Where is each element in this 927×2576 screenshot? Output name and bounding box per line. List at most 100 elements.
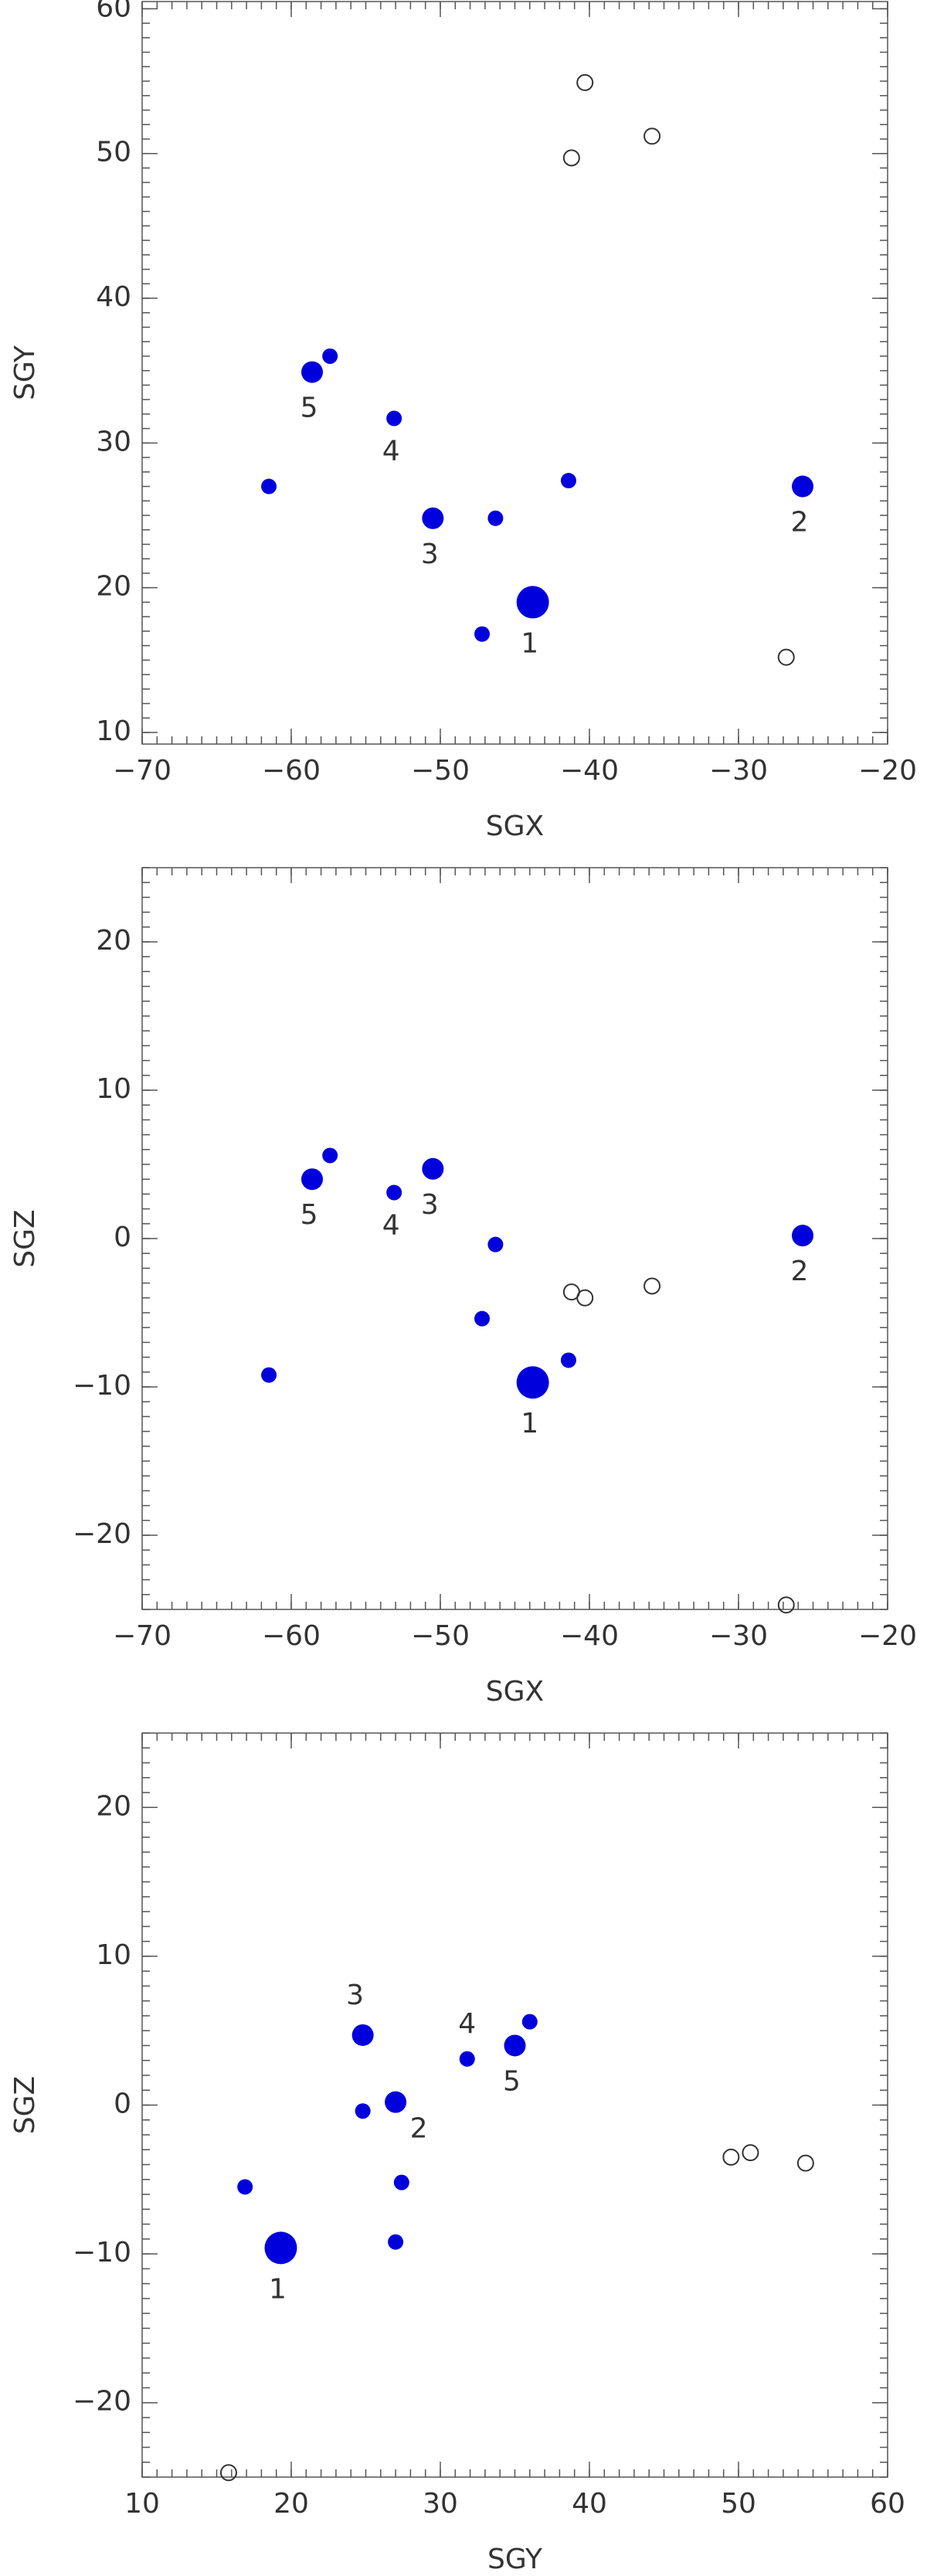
point-label: 3 xyxy=(421,1189,439,1221)
point xyxy=(385,2091,407,2113)
open-point xyxy=(576,73,594,91)
y-tick-label: 20 xyxy=(96,925,131,957)
y-tick-label: 40 xyxy=(96,281,131,313)
point-label: 2 xyxy=(791,1256,809,1287)
point xyxy=(386,410,402,427)
x-axis-label: SGX xyxy=(486,811,544,842)
x-tick-label: 30 xyxy=(423,2488,458,2520)
x-tick-label: −50 xyxy=(411,755,470,787)
y-tick-label: 20 xyxy=(96,1790,131,1822)
point xyxy=(791,1225,813,1247)
open-point xyxy=(643,1277,661,1295)
y-axis-label: SGZ xyxy=(9,1209,41,1267)
x-tick-label: −70 xyxy=(113,1620,171,1652)
open-point xyxy=(722,2148,740,2166)
point xyxy=(422,1157,444,1180)
y-tick-label: 10 xyxy=(96,1073,131,1105)
open-point xyxy=(219,2464,237,2482)
x-tick-label: −40 xyxy=(560,1620,619,1652)
x-axis-label: SGY xyxy=(487,2544,543,2575)
open-point xyxy=(742,2144,759,2162)
y-tick-label: −10 xyxy=(73,1370,131,1402)
point xyxy=(791,475,813,498)
point xyxy=(560,473,576,489)
point-label: 4 xyxy=(382,1209,400,1241)
open-point xyxy=(643,127,661,145)
y-tick-label: 20 xyxy=(96,571,131,603)
point xyxy=(386,1184,402,1201)
x-tick-label: 10 xyxy=(124,2488,160,2520)
y-tick-label: 50 xyxy=(96,137,131,168)
point xyxy=(393,2174,409,2190)
x-tick-label: −70 xyxy=(113,755,171,787)
point xyxy=(516,586,549,619)
point xyxy=(322,348,338,364)
y-tick-label: 10 xyxy=(96,715,131,747)
plot-frame xyxy=(141,1,888,745)
point-label: 3 xyxy=(346,1980,364,2011)
x-tick-label: −60 xyxy=(262,1620,321,1652)
open-point xyxy=(562,149,580,167)
plot-frame xyxy=(141,867,888,1610)
y-axis-label: SGY xyxy=(9,345,41,400)
point xyxy=(504,2034,526,2057)
x-tick-label: −20 xyxy=(858,755,917,787)
y-axis-label: SGZ xyxy=(9,2076,41,2134)
y-tick-label: 0 xyxy=(114,1222,131,1253)
point-label: 2 xyxy=(410,2113,428,2145)
point-label: 1 xyxy=(521,627,538,659)
y-tick-label: −10 xyxy=(73,2237,131,2268)
x-tick-label: 60 xyxy=(870,2488,905,2520)
x-tick-label: −50 xyxy=(411,1620,470,1652)
open-point xyxy=(562,1283,580,1301)
x-tick-label: −60 xyxy=(262,755,321,787)
point xyxy=(261,478,277,494)
x-tick-label: −30 xyxy=(709,755,768,787)
x-tick-label: −40 xyxy=(560,755,619,787)
point xyxy=(388,2234,404,2250)
point xyxy=(521,2014,538,2030)
x-tick-label: 20 xyxy=(273,2488,309,2520)
point xyxy=(487,510,504,526)
point xyxy=(351,2024,374,2046)
point xyxy=(237,2179,253,2195)
y-tick-label: 30 xyxy=(96,426,131,457)
open-point xyxy=(777,1596,795,1614)
point xyxy=(474,626,491,642)
point-label: 5 xyxy=(301,1199,318,1231)
point-label: 1 xyxy=(269,2273,287,2305)
point-label: 2 xyxy=(791,507,809,539)
point-label: 5 xyxy=(503,2065,521,2097)
point xyxy=(355,2103,371,2119)
x-tick-label: 40 xyxy=(572,2488,607,2520)
y-tick-label: −20 xyxy=(73,2386,131,2418)
point xyxy=(474,1310,491,1327)
x-tick-label: 50 xyxy=(721,2488,756,2520)
point xyxy=(487,1236,504,1252)
point xyxy=(322,1147,338,1164)
point xyxy=(516,1366,549,1399)
point-label: 4 xyxy=(458,2008,476,2040)
point xyxy=(301,361,324,383)
plot-frame xyxy=(141,1732,888,2478)
point-label: 4 xyxy=(382,436,400,467)
y-tick-label: 0 xyxy=(114,2088,131,2120)
point xyxy=(459,2051,475,2067)
x-tick-label: −30 xyxy=(709,1620,768,1652)
open-point xyxy=(796,2154,814,2172)
point-label: 5 xyxy=(301,393,318,424)
x-tick-label: −20 xyxy=(858,1620,917,1652)
x-axis-label: SGX xyxy=(486,1676,544,1708)
y-tick-label: −20 xyxy=(73,1518,131,1550)
point xyxy=(422,507,444,529)
point-label: 3 xyxy=(421,539,439,570)
point xyxy=(301,1168,324,1191)
open-point xyxy=(777,648,795,666)
point-label: 1 xyxy=(521,1408,538,1439)
point xyxy=(261,1367,277,1383)
point xyxy=(264,2231,297,2265)
point xyxy=(560,1352,576,1368)
y-tick-label: 60 xyxy=(96,0,131,23)
